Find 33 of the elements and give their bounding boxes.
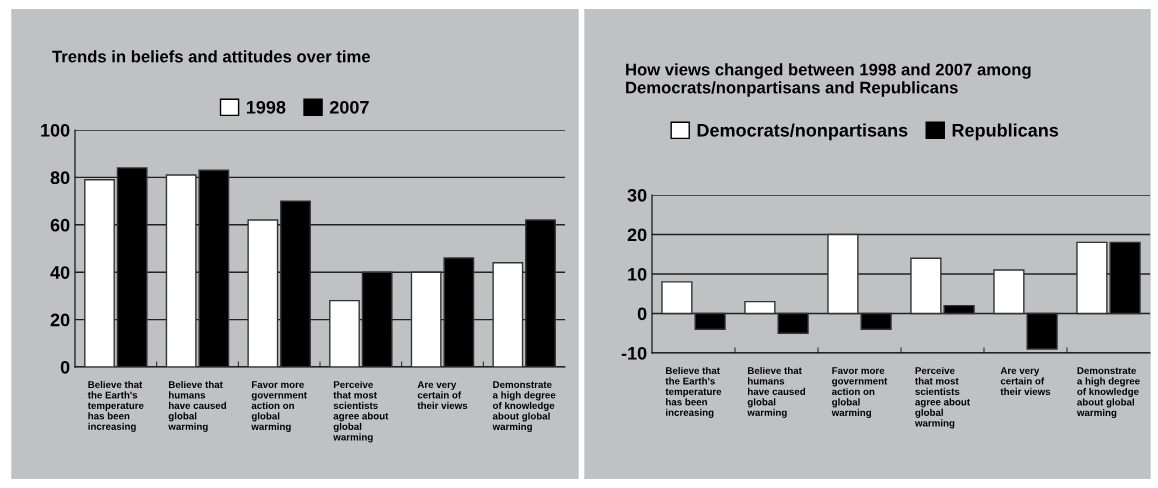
bar — [84, 179, 115, 367]
y-tick-label: 0 — [637, 307, 647, 321]
x-tick-label: Believe that the Earth's temperature has been increasing — [87, 380, 144, 432]
x-tick-label: Perceive that most scientists agree about global warming — [914, 366, 970, 429]
legend-label: 1998 — [246, 100, 286, 114]
y-tick-label: 100 — [41, 123, 70, 137]
x-tick-label: Demonstrate a high degree of knowledge about global warming — [492, 381, 556, 433]
x-tick-label: Are very certain of their views — [1000, 367, 1051, 395]
y-tick-label: 30 — [627, 188, 647, 202]
x-tick-label: Favor more government action on global warming — [251, 381, 307, 432]
x-tick-label: Believe that humans have caused global warming — [168, 380, 227, 432]
x-tick-label: Favor more government action on global warming — [831, 367, 888, 418]
legend-label: Republicans — [952, 123, 1059, 141]
bar — [247, 219, 279, 367]
legend-label: 2007 — [329, 100, 369, 114]
x-tick-label: Are very certain of their views — [417, 381, 468, 409]
chart-title: How views changed between 1998 and 2007 among Democrats/nonpartisans and Republicans — [626, 63, 1031, 97]
x-tick-label: Believe that humans have caused global warming — [747, 366, 806, 418]
y-tick-label: -10 — [621, 346, 647, 360]
y-tick-label: 80 — [50, 171, 70, 185]
y-tick-label: 10 — [628, 267, 647, 281]
chart-title: Trends in beliefs and attitudes over time — [52, 50, 371, 63]
x-tick-label: Demonstrate a high degree of knowledge about global warming — [1076, 367, 1140, 419]
y-tick-label: 40 — [50, 266, 70, 279]
x-tick-label: Perceive that most scientists agree about global warming — [333, 380, 389, 443]
y-tick-label: 60 — [50, 218, 70, 232]
y-tick-label: 0 — [60, 360, 70, 374]
y-tick-label: 20 — [627, 228, 647, 242]
bar — [492, 262, 524, 367]
x-tick-label: Believe that the Earth's temperature has been increasing — [665, 366, 722, 418]
legend-label: Democrats/nonpartisans — [697, 123, 908, 141]
y-tick-label: 20 — [50, 313, 70, 327]
bar — [329, 299, 360, 367]
